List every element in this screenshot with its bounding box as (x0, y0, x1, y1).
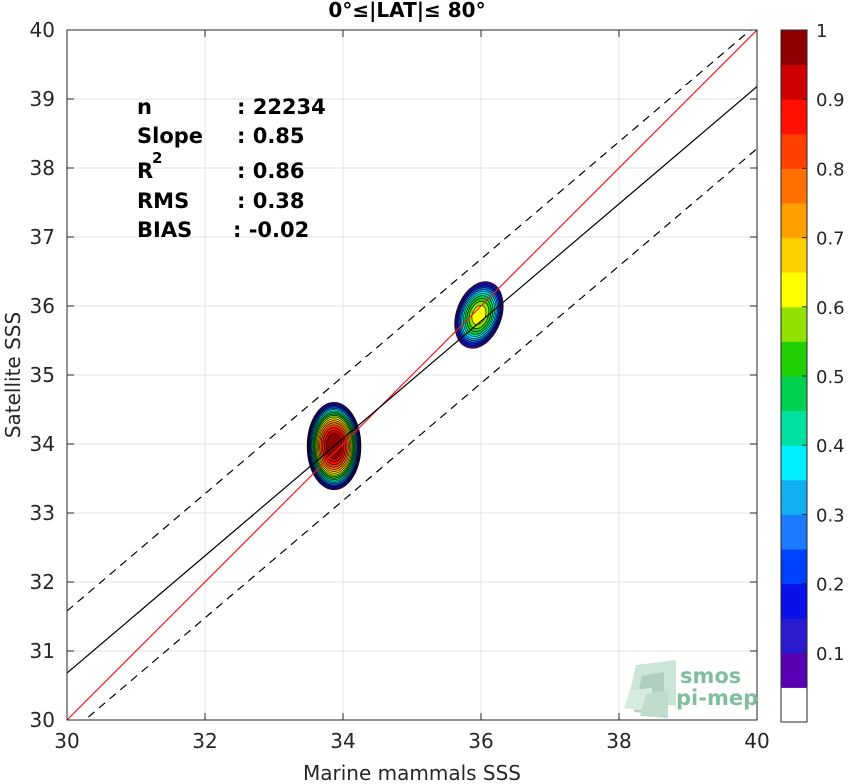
density-contours (306, 281, 504, 491)
colorbar-segment-18 (781, 64, 807, 100)
y-tick-label: 37 (30, 225, 55, 249)
colorbar-segment-15 (781, 168, 807, 204)
colorbar-segment-11 (781, 306, 807, 342)
colorbar (781, 30, 807, 723)
y-tick-label: 33 (30, 501, 55, 525)
y-tick-label: 38 (30, 156, 55, 180)
y-axis-label: Satellite SSS (1, 312, 25, 438)
y-tick-label: 30 (30, 708, 55, 732)
colorbar-segment-3 (781, 583, 807, 619)
colorbar-ticks: 0.1 0.2 0.3 0.4 0.5 0.6 0.7 0.8 0.9 1 (802, 21, 845, 665)
colorbar-tick-label: 0.2 (816, 575, 845, 596)
colorbar-tick-label: 0.7 (816, 229, 845, 250)
colorbar-tick-label: 0.8 (816, 159, 845, 180)
colorbar-tick-label: 0.1 (816, 644, 845, 665)
colorbar-segment-2 (781, 618, 807, 654)
y-tick-label: 36 (30, 294, 55, 318)
x-axis-label: Marine mammals SSS (303, 761, 521, 784)
regression-line (67, 86, 757, 674)
x-tick-label: 32 (192, 729, 217, 753)
stat-bias-label: BIAS (137, 218, 192, 242)
stats-box: n : 22234 Slope : 0.85 R 2 : 0.86 RMS : … (137, 95, 326, 242)
colorbar-tick-label: 1 (816, 21, 827, 42)
y-tick-label: 32 (30, 570, 55, 594)
colorbar-segment-7 (781, 445, 807, 481)
colorbar-segment-12 (781, 272, 807, 308)
stat-n-value: : 22234 (237, 95, 326, 119)
stat-r2-label: R (137, 159, 153, 183)
x-tick-label: 30 (54, 729, 79, 753)
stat-bias-value: : -0.02 (233, 218, 309, 242)
logo-text-pimep: pi-mep (676, 686, 758, 710)
smos-pimep-logo: smos pi-mep (624, 660, 758, 718)
stat-r2-value: : 0.86 (237, 159, 305, 183)
colorbar-tick-label: 0.6 (816, 298, 845, 319)
stat-r2-sup: 2 (152, 149, 162, 167)
colorbar-tick-label: 0.9 (816, 90, 845, 111)
x-tick-label: 34 (330, 729, 355, 753)
colorbar-segment-14 (781, 203, 807, 239)
logo-text-smos: smos (680, 664, 741, 688)
colorbar-segment-17 (781, 99, 807, 135)
stat-rms-label: RMS (137, 189, 189, 213)
colorbar-segment-10 (781, 341, 807, 377)
one-to-one-line (67, 30, 757, 720)
upper-bound-line (67, 30, 752, 612)
colorbar-tick-label: 0.5 (816, 367, 845, 388)
y-tick-label: 39 (30, 87, 55, 111)
lower-bound-line (83, 148, 757, 720)
stat-slope-value: : 0.85 (237, 124, 305, 148)
colorbar-segment-16 (781, 133, 807, 169)
x-tick-label: 40 (744, 729, 769, 753)
y-tick-label: 31 (30, 639, 55, 663)
colorbar-segment-8 (781, 410, 807, 446)
colorbar-segment-5 (781, 514, 807, 550)
colorbar-segment-4 (781, 549, 807, 585)
grid (66, 29, 758, 721)
x-axis-ticks: 30 32 34 36 38 40 (54, 30, 770, 753)
x-tick-label: 38 (606, 729, 631, 753)
colorbar-tick-label: 0.4 (816, 436, 845, 457)
y-tick-label: 35 (30, 363, 55, 387)
stat-rms-value: : 0.38 (237, 189, 305, 213)
fit-lines (67, 30, 757, 720)
colorbar-segment-1 (781, 652, 807, 688)
colorbar-segment-9 (781, 376, 807, 412)
y-axis-ticks: 30 31 32 33 34 35 36 37 38 39 40 (30, 18, 757, 732)
chart-title: 0°≤|LAT|≤ 80° (328, 0, 485, 22)
y-tick-label: 34 (30, 432, 55, 456)
colorbar-segment-19 (781, 30, 807, 66)
colorbar-segment-13 (781, 237, 807, 273)
stat-n-label: n (137, 95, 152, 119)
logo-graphic (624, 660, 676, 718)
colorbar-tick-label: 0.3 (816, 505, 845, 526)
colorbar-segment-6 (781, 479, 807, 515)
y-tick-label: 40 (30, 18, 55, 42)
colorbar-segment-0 (781, 687, 807, 723)
stat-slope-label: Slope (137, 124, 203, 148)
x-tick-label: 36 (468, 729, 493, 753)
